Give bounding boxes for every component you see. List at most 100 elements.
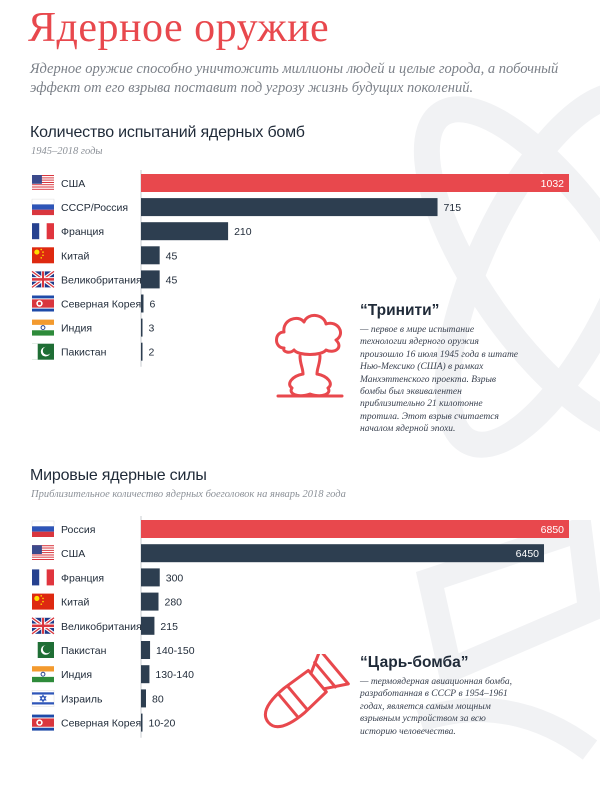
category-label: Израиль: [61, 693, 103, 705]
value-label: 6450: [516, 548, 540, 560]
category-label: СССР/Россия: [61, 202, 128, 214]
flag-russia-icon: [31, 198, 55, 216]
bar: [141, 198, 438, 217]
chart-row: Китай 280: [32, 592, 182, 611]
category-label: Северная Корея: [61, 299, 141, 311]
category-label: Северная Корея: [61, 718, 141, 730]
tsar-bomba-icon-wrap: [252, 648, 352, 739]
trinity-icon-wrap: [270, 308, 350, 405]
trinity-info: “Тринити” — первое в мире испытание техн…: [360, 302, 520, 436]
flag-israel-icon: [31, 690, 55, 707]
bar: [141, 520, 569, 538]
chart-row: Пакистан 140-150: [32, 641, 195, 659]
flag-usa-icon: [32, 545, 54, 562]
flag-france-icon: [32, 223, 54, 240]
flag-china-icon: [32, 593, 54, 610]
flag-pakistan-icon: [32, 642, 54, 658]
value-label: 45: [166, 274, 178, 286]
chart-1-subtitle: 1945–2018 годы: [31, 146, 103, 157]
value-label: 215: [160, 621, 178, 633]
flag-uk-icon: [30, 269, 56, 289]
tsar-bomba-text: — термоядерная авиационная бомба, разраб…: [360, 677, 513, 737]
value-label: 6850: [541, 524, 565, 536]
flag-india-icon: [32, 666, 54, 683]
chart-warheads: Россия 6850 США 6450 Франция 300 Китай 280 Велик…: [30, 516, 569, 738]
tsar-bomba-info: “Царь-бомба” — термоядерная авиационная …: [360, 654, 520, 738]
value-label: 1032: [541, 178, 565, 190]
bar: [141, 592, 159, 611]
chart-row: Северная Корея 6: [32, 294, 155, 313]
bar: [141, 294, 144, 313]
chart-row: Северная Корея 10-20: [32, 713, 176, 732]
value-label: 130-140: [155, 669, 194, 681]
chart-row: Франция 210: [32, 222, 252, 241]
category-label: Пакистан: [61, 645, 107, 657]
chart-row: Китай 45: [32, 246, 178, 265]
bar: [141, 641, 151, 659]
bar: [141, 713, 143, 732]
category-label: США: [61, 548, 85, 560]
chart-row: США 1032: [32, 174, 569, 192]
bar: [141, 689, 146, 708]
bar: [141, 270, 160, 289]
page-title: Ядерное оружие: [28, 5, 330, 51]
bar: [141, 665, 150, 684]
category-label: Пакистан: [61, 347, 107, 359]
value-label: 210: [234, 226, 252, 238]
flag-france-icon: [32, 569, 54, 586]
category-label: Индия: [61, 669, 92, 681]
category-label: Франция: [61, 572, 104, 584]
bar: [141, 544, 545, 563]
value-label: 80: [152, 693, 164, 705]
bar: [141, 568, 160, 587]
chart-2-title: Мировые ядерные силы: [30, 467, 207, 484]
chart-row: Израиль 80: [31, 689, 164, 708]
category-label: Китай: [61, 250, 90, 262]
chart-row: Пакистан 2: [32, 342, 155, 361]
mushroom-cloud-icon: [275, 314, 344, 398]
bomb-icon: [263, 648, 350, 729]
flag-uk-icon: [30, 616, 56, 636]
chart-row: Великобритания 215: [30, 616, 178, 636]
page-subtitle: Ядерное оружие способно уничтожить милли…: [30, 61, 559, 96]
flag-north-korea-icon: [32, 714, 54, 731]
tsar-bomba-title: “Царь-бомба”: [360, 654, 469, 671]
bar: [141, 246, 160, 265]
trinity-title: “Тринити”: [360, 302, 440, 319]
flag-india-icon: [32, 319, 54, 336]
bar: [141, 342, 143, 361]
category-label: Россия: [61, 524, 95, 536]
value-label: 3: [149, 323, 155, 335]
bar: [141, 222, 229, 241]
chart-row: Россия 6850: [31, 520, 569, 538]
flag-russia-icon: [31, 520, 55, 537]
category-label: Великобритания: [61, 274, 142, 286]
bar: [141, 616, 155, 635]
flag-north-korea-icon: [32, 295, 54, 312]
value-label: 10-20: [149, 718, 176, 730]
category-label: США: [61, 178, 85, 190]
value-label: 6: [149, 299, 155, 311]
bar: [141, 174, 569, 192]
category-label: Китай: [61, 597, 90, 609]
flag-china-icon: [32, 247, 54, 264]
chart-row: Индия 130-140: [32, 665, 194, 684]
category-label: Франция: [61, 226, 104, 238]
chart-row: СССР/Россия 715: [31, 198, 462, 217]
category-label: Великобритания: [61, 621, 142, 633]
value-label: 715: [444, 202, 462, 214]
chart-1-title: Количество испытаний ядерных бомб: [30, 124, 305, 141]
chart-2-subtitle: Приблизительное количество ядерных боего…: [31, 489, 346, 500]
chart-row: Великобритания 45: [30, 269, 178, 289]
value-label: 2: [149, 347, 155, 359]
chart-row: Франция 300: [32, 568, 183, 587]
flag-pakistan-icon: [32, 343, 54, 360]
category-label: Индия: [61, 323, 92, 335]
value-label: 140-150: [156, 645, 195, 657]
chart-row: США 6450: [32, 544, 545, 563]
trinity-text: — первое в мире испытание технологии яде…: [360, 325, 519, 435]
bar: [141, 318, 143, 337]
value-label: 45: [166, 250, 178, 262]
chart-row: Индия 3: [32, 318, 155, 337]
